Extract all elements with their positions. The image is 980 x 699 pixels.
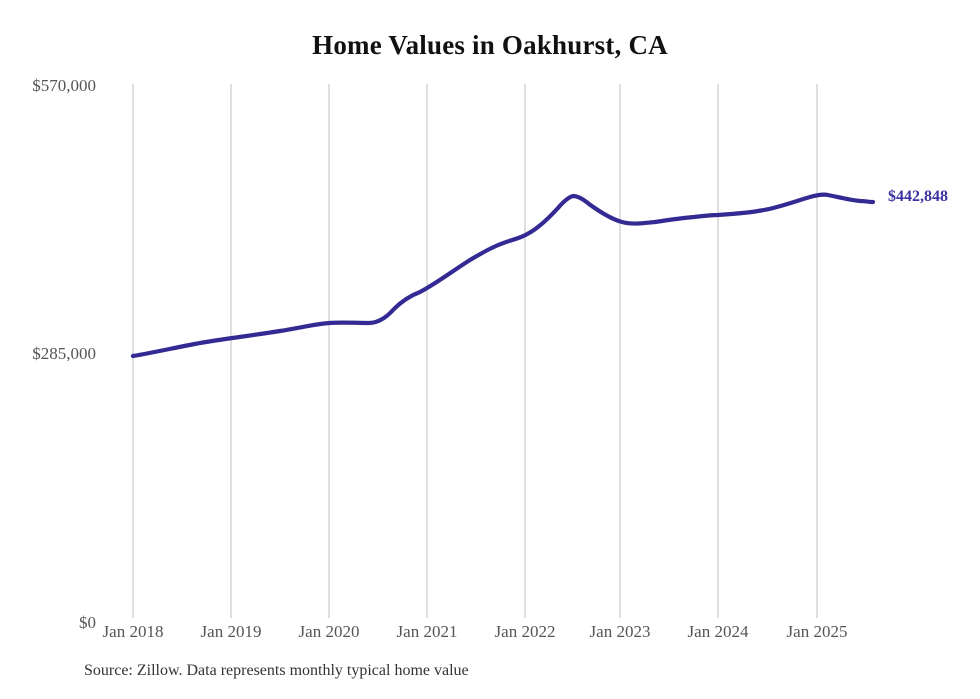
x-axis-tick-jan-2025: Jan 2025	[786, 622, 848, 641]
value-line	[130, 192, 876, 359]
end-point-value-label: $442,848	[888, 188, 948, 205]
x-axis-tick-jan-2020: Jan 2020	[298, 622, 360, 641]
gridlines	[132, 84, 818, 618]
y-axis-tick-285000: $285,000	[32, 344, 96, 363]
y-axis-tick-570000: $570,000	[32, 76, 96, 95]
x-axis-tick-jan-2024: Jan 2024	[687, 622, 749, 641]
x-axis-tick-jan-2018: Jan 2018	[102, 622, 164, 641]
x-axis-tick-jan-2021: Jan 2021	[396, 622, 458, 641]
x-axis-tick-jan-2023: Jan 2023	[589, 622, 651, 641]
y-axis-tick-0: $0	[79, 613, 96, 632]
source-note: Source: Zillow. Data represents monthly …	[84, 662, 469, 679]
x-axis-tick-jan-2019: Jan 2019	[200, 622, 262, 641]
x-axis-tick-jan-2022: Jan 2022	[494, 622, 556, 641]
page-title: Home Values in Oakhurst, CA	[312, 30, 668, 60]
